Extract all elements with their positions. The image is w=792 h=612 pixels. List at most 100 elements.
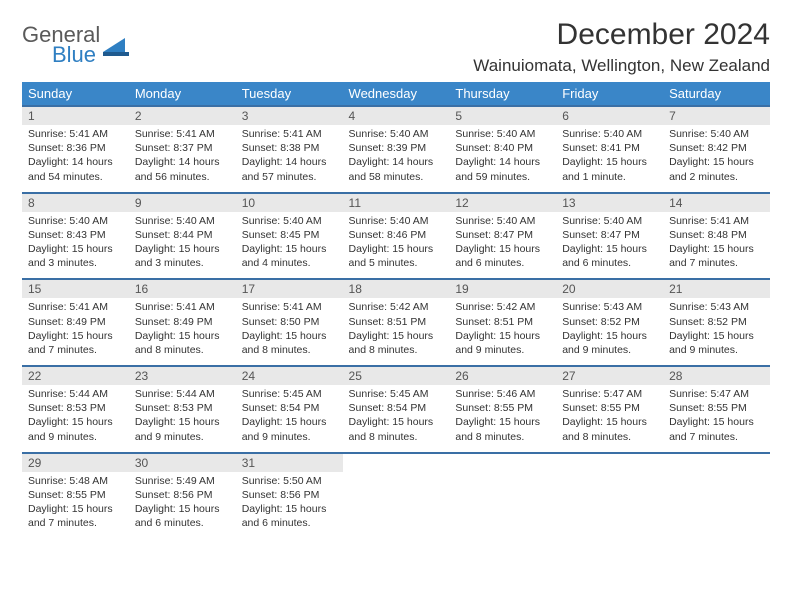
sunset-text: Sunset: 8:51 PM [349,315,444,329]
weekday-header: Thursday [449,82,556,106]
day-content-cell: Sunrise: 5:40 AMSunset: 8:45 PMDaylight:… [236,212,343,280]
sunset-text: Sunset: 8:49 PM [28,315,123,329]
sunrise-text: Sunrise: 5:43 AM [562,300,657,314]
sunrise-text: Sunrise: 5:41 AM [28,300,123,314]
day-content-cell: Sunrise: 5:40 AMSunset: 8:42 PMDaylight:… [663,125,770,193]
sunrise-text: Sunrise: 5:50 AM [242,474,337,488]
daylight-text: Daylight: 15 hours and 1 minute. [562,155,657,183]
sunrise-text: Sunrise: 5:41 AM [28,127,123,141]
day-number-cell: 3 [236,106,343,125]
sunset-text: Sunset: 8:37 PM [135,141,230,155]
daylight-text: Daylight: 15 hours and 6 minutes. [455,242,550,270]
sunrise-text: Sunrise: 5:40 AM [135,214,230,228]
sunset-text: Sunset: 8:44 PM [135,228,230,242]
daylight-text: Daylight: 14 hours and 56 minutes. [135,155,230,183]
daylight-text: Daylight: 15 hours and 7 minutes. [28,502,123,530]
sunset-text: Sunset: 8:55 PM [562,401,657,415]
sunrise-text: Sunrise: 5:40 AM [349,127,444,141]
day-number-cell: 12 [449,193,556,212]
day-content-row: Sunrise: 5:41 AMSunset: 8:36 PMDaylight:… [22,125,770,193]
sunrise-text: Sunrise: 5:42 AM [455,300,550,314]
day-content-cell: Sunrise: 5:46 AMSunset: 8:55 PMDaylight:… [449,385,556,453]
day-number-cell [556,453,663,472]
sunset-text: Sunset: 8:50 PM [242,315,337,329]
day-number-cell: 17 [236,279,343,298]
day-number-row: 891011121314 [22,193,770,212]
sunset-text: Sunset: 8:49 PM [135,315,230,329]
day-content-cell: Sunrise: 5:47 AMSunset: 8:55 PMDaylight:… [556,385,663,453]
day-content-cell: Sunrise: 5:41 AMSunset: 8:48 PMDaylight:… [663,212,770,280]
daylight-text: Daylight: 15 hours and 8 minutes. [242,329,337,357]
day-number-cell: 31 [236,453,343,472]
weekday-header: Saturday [663,82,770,106]
sunset-text: Sunset: 8:56 PM [135,488,230,502]
sunset-text: Sunset: 8:55 PM [28,488,123,502]
sunset-text: Sunset: 8:39 PM [349,141,444,155]
day-number-cell [449,453,556,472]
day-content-cell: Sunrise: 5:44 AMSunset: 8:53 PMDaylight:… [129,385,236,453]
daylight-text: Daylight: 15 hours and 9 minutes. [28,415,123,443]
day-number-cell: 1 [22,106,129,125]
day-content-row: Sunrise: 5:41 AMSunset: 8:49 PMDaylight:… [22,298,770,366]
day-number-cell: 20 [556,279,663,298]
header: General Blue December 2024 Wainuiomata, … [22,18,770,76]
day-content-cell: Sunrise: 5:41 AMSunset: 8:38 PMDaylight:… [236,125,343,193]
day-content-cell: Sunrise: 5:41 AMSunset: 8:50 PMDaylight:… [236,298,343,366]
day-content-row: Sunrise: 5:44 AMSunset: 8:53 PMDaylight:… [22,385,770,453]
day-content-cell: Sunrise: 5:42 AMSunset: 8:51 PMDaylight:… [343,298,450,366]
sunrise-text: Sunrise: 5:40 AM [242,214,337,228]
daylight-text: Daylight: 15 hours and 9 minutes. [562,329,657,357]
daylight-text: Daylight: 15 hours and 6 minutes. [562,242,657,270]
daylight-text: Daylight: 14 hours and 59 minutes. [455,155,550,183]
day-number-cell: 18 [343,279,450,298]
day-number-cell: 28 [663,366,770,385]
logo: General Blue [22,24,129,66]
logo-triangle-icon [103,36,129,56]
day-content-row: Sunrise: 5:40 AMSunset: 8:43 PMDaylight:… [22,212,770,280]
day-number-cell: 29 [22,453,129,472]
day-content-cell: Sunrise: 5:40 AMSunset: 8:41 PMDaylight:… [556,125,663,193]
daylight-text: Daylight: 14 hours and 58 minutes. [349,155,444,183]
sunset-text: Sunset: 8:47 PM [455,228,550,242]
daylight-text: Daylight: 15 hours and 8 minutes. [455,415,550,443]
day-number-cell: 26 [449,366,556,385]
day-number-cell: 10 [236,193,343,212]
day-number-cell: 9 [129,193,236,212]
daylight-text: Daylight: 15 hours and 7 minutes. [28,329,123,357]
day-content-cell: Sunrise: 5:48 AMSunset: 8:55 PMDaylight:… [22,472,129,539]
day-content-cell: Sunrise: 5:42 AMSunset: 8:51 PMDaylight:… [449,298,556,366]
month-title: December 2024 [473,18,770,52]
sunset-text: Sunset: 8:55 PM [669,401,764,415]
daylight-text: Daylight: 15 hours and 8 minutes. [349,415,444,443]
weekday-header-row: SundayMondayTuesdayWednesdayThursdayFrid… [22,82,770,106]
daylight-text: Daylight: 15 hours and 9 minutes. [242,415,337,443]
sunrise-text: Sunrise: 5:40 AM [28,214,123,228]
weekday-header: Monday [129,82,236,106]
sunset-text: Sunset: 8:36 PM [28,141,123,155]
day-number-row: 293031 [22,453,770,472]
sunset-text: Sunset: 8:51 PM [455,315,550,329]
sunrise-text: Sunrise: 5:43 AM [669,300,764,314]
sunrise-text: Sunrise: 5:47 AM [669,387,764,401]
weekday-header: Tuesday [236,82,343,106]
day-number-row: 22232425262728 [22,366,770,385]
sunrise-text: Sunrise: 5:41 AM [135,127,230,141]
day-number-cell: 25 [343,366,450,385]
daylight-text: Daylight: 15 hours and 2 minutes. [669,155,764,183]
day-number-cell: 23 [129,366,236,385]
day-content-cell [449,472,556,539]
day-content-row: Sunrise: 5:48 AMSunset: 8:55 PMDaylight:… [22,472,770,539]
day-content-cell: Sunrise: 5:40 AMSunset: 8:43 PMDaylight:… [22,212,129,280]
daylight-text: Daylight: 15 hours and 8 minutes. [349,329,444,357]
daylight-text: Daylight: 15 hours and 8 minutes. [135,329,230,357]
day-content-cell: Sunrise: 5:40 AMSunset: 8:40 PMDaylight:… [449,125,556,193]
daylight-text: Daylight: 14 hours and 54 minutes. [28,155,123,183]
sunrise-text: Sunrise: 5:41 AM [242,300,337,314]
daylight-text: Daylight: 15 hours and 8 minutes. [562,415,657,443]
sunrise-text: Sunrise: 5:41 AM [242,127,337,141]
day-number-cell: 6 [556,106,663,125]
daylight-text: Daylight: 15 hours and 9 minutes. [135,415,230,443]
day-content-cell: Sunrise: 5:49 AMSunset: 8:56 PMDaylight:… [129,472,236,539]
daylight-text: Daylight: 15 hours and 7 minutes. [669,242,764,270]
sunset-text: Sunset: 8:56 PM [242,488,337,502]
